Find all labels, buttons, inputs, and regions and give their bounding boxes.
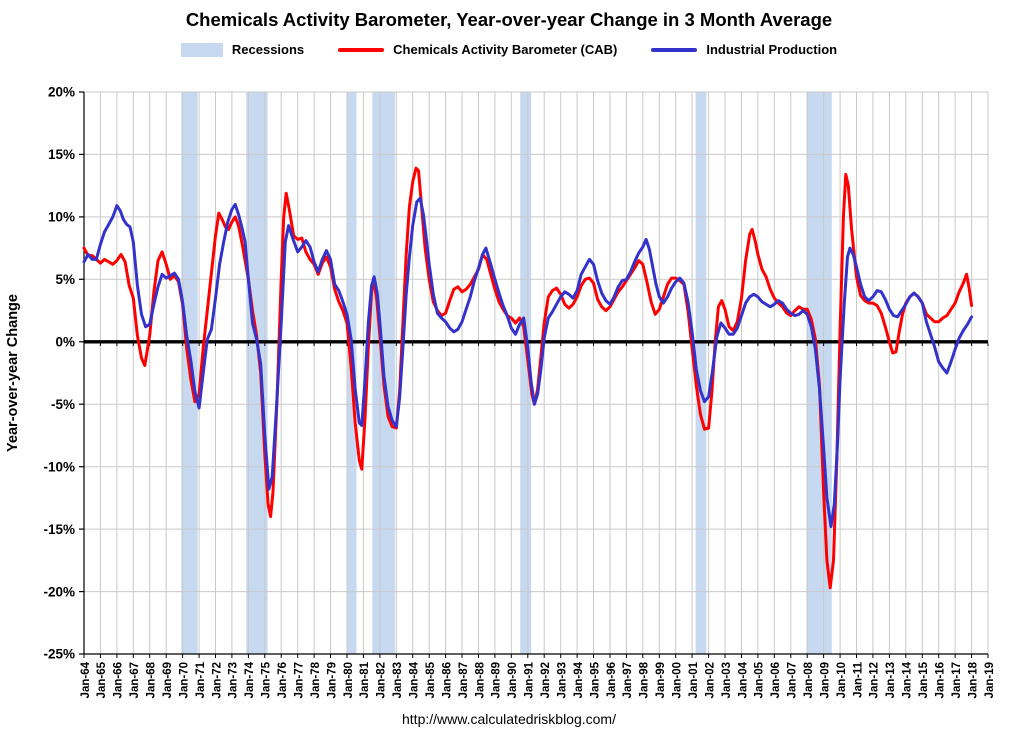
x-tick-label: Jan-98 <box>639 661 651 698</box>
x-tick-label: Jan-17 <box>951 662 963 698</box>
x-tick-label: Jan-84 <box>409 661 421 698</box>
x-tick-label: Jan-08 <box>803 661 815 698</box>
x-tick-label: Jan-74 <box>244 661 256 698</box>
x-tick-label: Jan-72 <box>211 662 223 698</box>
x-tick-label: Jan-14 <box>902 661 914 698</box>
x-tick-label: Jan-67 <box>129 662 141 698</box>
chart-plot-area: 20% 15% 10% 5% 0% -5% -10% -15% -20% -25% Jan-64 Ja… <box>5 85 996 699</box>
x-tick-label: Jan-95 <box>589 661 601 698</box>
x-tick-label: Jan-75 <box>261 661 273 698</box>
chart-title: Chemicals Activity Barometer, Year-over-… <box>185 9 833 30</box>
x-tick-label: Jan-00 <box>672 662 684 698</box>
x-tick-label: Jan-99 <box>655 662 667 698</box>
x-tick-label: Jan-04 <box>737 661 749 698</box>
x-tick-label: Jan-97 <box>622 662 634 698</box>
x-tick-label: Jan-77 <box>294 662 306 698</box>
y-tick-label: 10% <box>48 210 75 225</box>
legend-label-recessions: Recessions <box>231 42 305 57</box>
x-tick-label: Jan-76 <box>277 662 289 698</box>
y-tick-label: 20% <box>48 85 75 100</box>
x-tick-label: Jan-12 <box>869 662 881 698</box>
x-tick-label: Jan-79 <box>326 662 338 698</box>
recession-band <box>520 92 532 654</box>
x-tick-label: Jan-82 <box>376 662 388 698</box>
footer-url: http://www.calculatedriskblog.com/ <box>402 711 616 727</box>
x-tick-label: Jan-81 <box>359 661 371 698</box>
x-tick-label: Jan-11 <box>852 661 864 697</box>
x-tick-label: Jan-03 <box>721 662 733 698</box>
x-tick-label: Jan-73 <box>228 662 240 698</box>
x-tick-label: Jan-64 <box>80 661 92 698</box>
x-tick-label: Jan-13 <box>885 662 897 698</box>
x-tick-label: Jan-78 <box>310 661 322 698</box>
y-tick-label: 5% <box>55 272 75 287</box>
y-tick-label: 15% <box>48 147 75 162</box>
legend-label-industrial-production: Industrial Production <box>706 42 838 57</box>
chart-legend: Recessions Chemicals Activity Barometer … <box>0 41 1018 58</box>
y-tick-label: -15% <box>43 522 75 537</box>
x-tick-label: Jan-09 <box>819 662 831 698</box>
x-tick-label: Jan-71 <box>195 661 207 698</box>
x-tick-label: Jan-80 <box>343 662 355 698</box>
x-tick-label: Jan-83 <box>392 662 404 698</box>
y-tick-label: 0% <box>55 335 75 350</box>
x-tick-label: Jan-85 <box>425 661 437 698</box>
recession-band <box>695 92 707 654</box>
x-tick-label: Jan-94 <box>573 661 585 698</box>
legend-item-industrial-production: Industrial Production <box>651 42 837 57</box>
y-tick-label: -25% <box>43 647 75 662</box>
x-tick-label: Jan-65 <box>96 661 108 698</box>
x-tick-label: Jan-89 <box>491 662 503 698</box>
x-tick-label: Jan-02 <box>704 662 716 698</box>
x-tick-label: Jan-88 <box>474 661 486 698</box>
x-tick-label: Jan-69 <box>162 662 174 698</box>
y-tick-label: -5% <box>51 397 75 412</box>
x-tick-label: Jan-05 <box>754 661 766 698</box>
recession-swatch <box>180 42 223 57</box>
legend-label-cab: Chemicals Activity Barometer (CAB) <box>393 42 618 57</box>
x-tick-label: Jan-87 <box>458 662 470 698</box>
x-tick-label: Jan-70 <box>178 662 190 698</box>
x-tick-label: Jan-18 <box>967 661 979 698</box>
x-tick-label: Jan-16 <box>935 662 947 698</box>
legend-item-recessions: Recessions <box>180 42 305 57</box>
chart-page: Chemicals Activity Barometer, Year-over-… <box>0 8 1018 727</box>
x-tick-label: Jan-91 <box>524 661 536 698</box>
x-tick-label: Jan-86 <box>441 662 453 698</box>
x-tick-label: Jan-96 <box>606 662 618 698</box>
x-tick-label: Jan-07 <box>787 662 799 698</box>
y-tick-label: -20% <box>43 584 75 599</box>
recession-band <box>246 92 268 654</box>
series-line-ip <box>82 196 974 529</box>
cab-line-swatch <box>338 47 385 52</box>
x-tick-label: Jan-01 <box>688 661 700 698</box>
x-tick-label: Jan-92 <box>540 662 552 698</box>
y-axis-title: Year-over-year Change <box>5 294 21 452</box>
x-tick-label: Jan-15 <box>918 661 930 698</box>
x-tick-label: Jan-10 <box>836 662 848 698</box>
x-tick-label: Jan-66 <box>113 662 125 698</box>
x-tick-label: Jan-68 <box>146 661 158 698</box>
x-tick-label: Jan-19 <box>984 662 996 698</box>
x-tick-label: Jan-06 <box>770 662 782 698</box>
legend-item-cab: Chemicals Activity Barometer (CAB) <box>338 42 617 57</box>
ip-line-swatch <box>651 47 698 52</box>
x-tick-label: Jan-90 <box>507 662 519 698</box>
x-tick-label: Jan-93 <box>557 662 569 698</box>
y-tick-label: -10% <box>43 459 75 474</box>
